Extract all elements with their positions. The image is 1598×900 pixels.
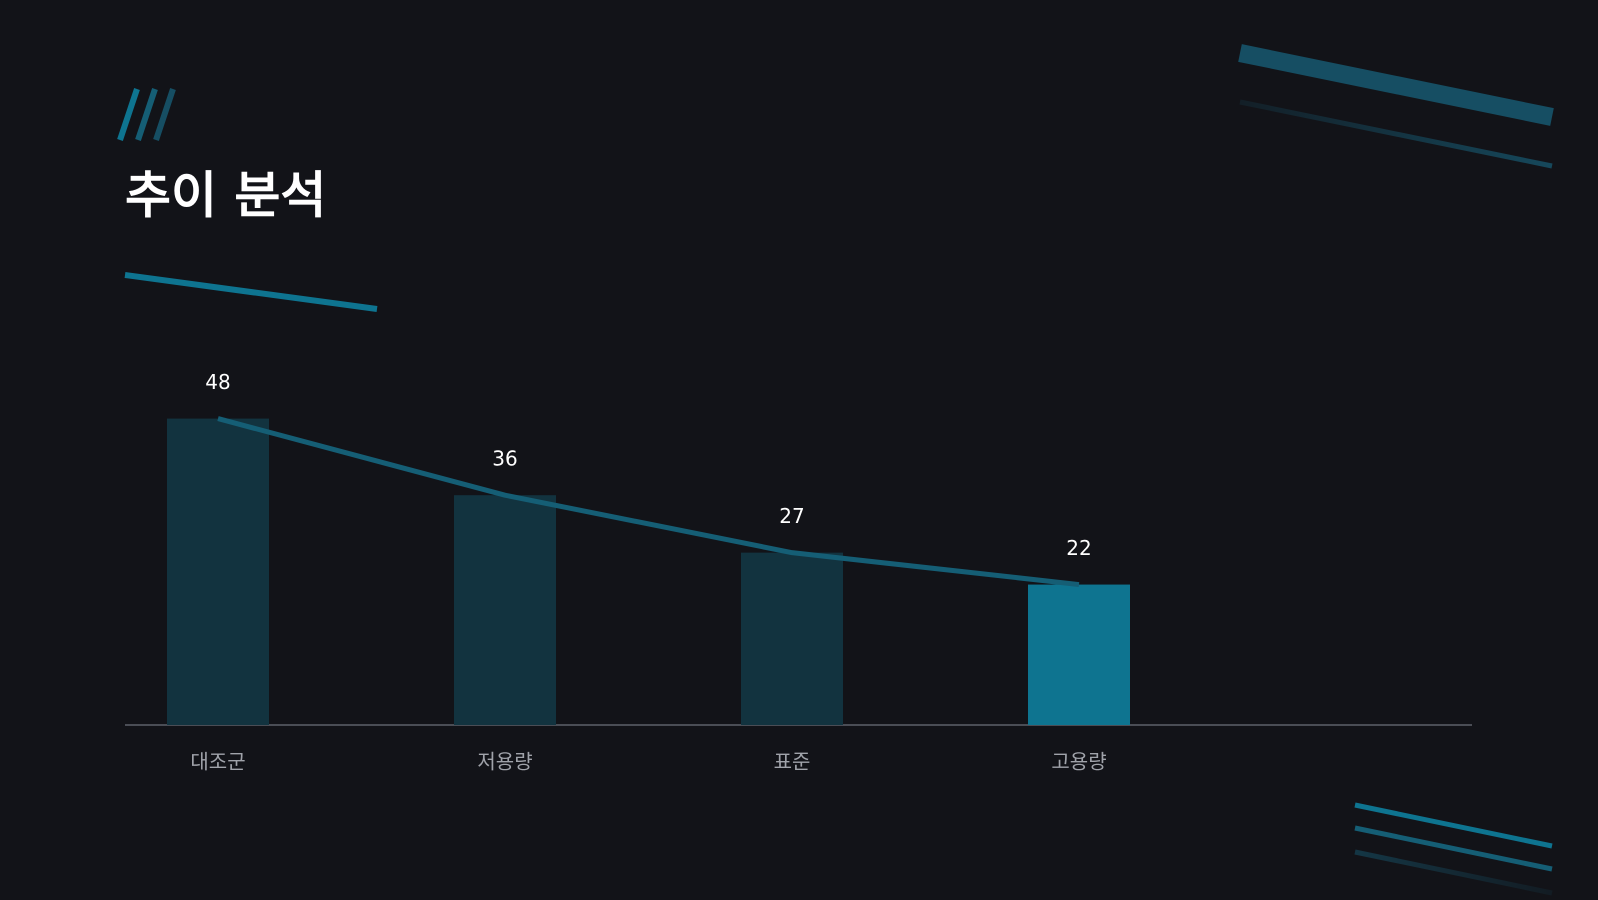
value-label: 48 (205, 370, 230, 394)
decor-slashes (117, 88, 176, 141)
decor-top-right (1238, 44, 1554, 169)
value-label: 27 (779, 504, 804, 528)
decor-bottom-right (1354, 802, 1553, 896)
bar (741, 552, 843, 725)
bar (167, 418, 269, 725)
chart-title: 추이 분석 (125, 167, 326, 225)
bar (1028, 584, 1130, 725)
x-tick-label: 표준 (774, 750, 811, 774)
x-tick-label: 대조군 (190, 750, 245, 774)
title-underline (124, 272, 378, 312)
trend-line (217, 416, 1080, 588)
value-label: 22 (1066, 536, 1091, 560)
value-label: 36 (492, 447, 517, 471)
bar (454, 495, 556, 725)
x-tick-label: 저용량 (477, 750, 532, 774)
x-tick-label: 고용량 (1051, 750, 1106, 774)
